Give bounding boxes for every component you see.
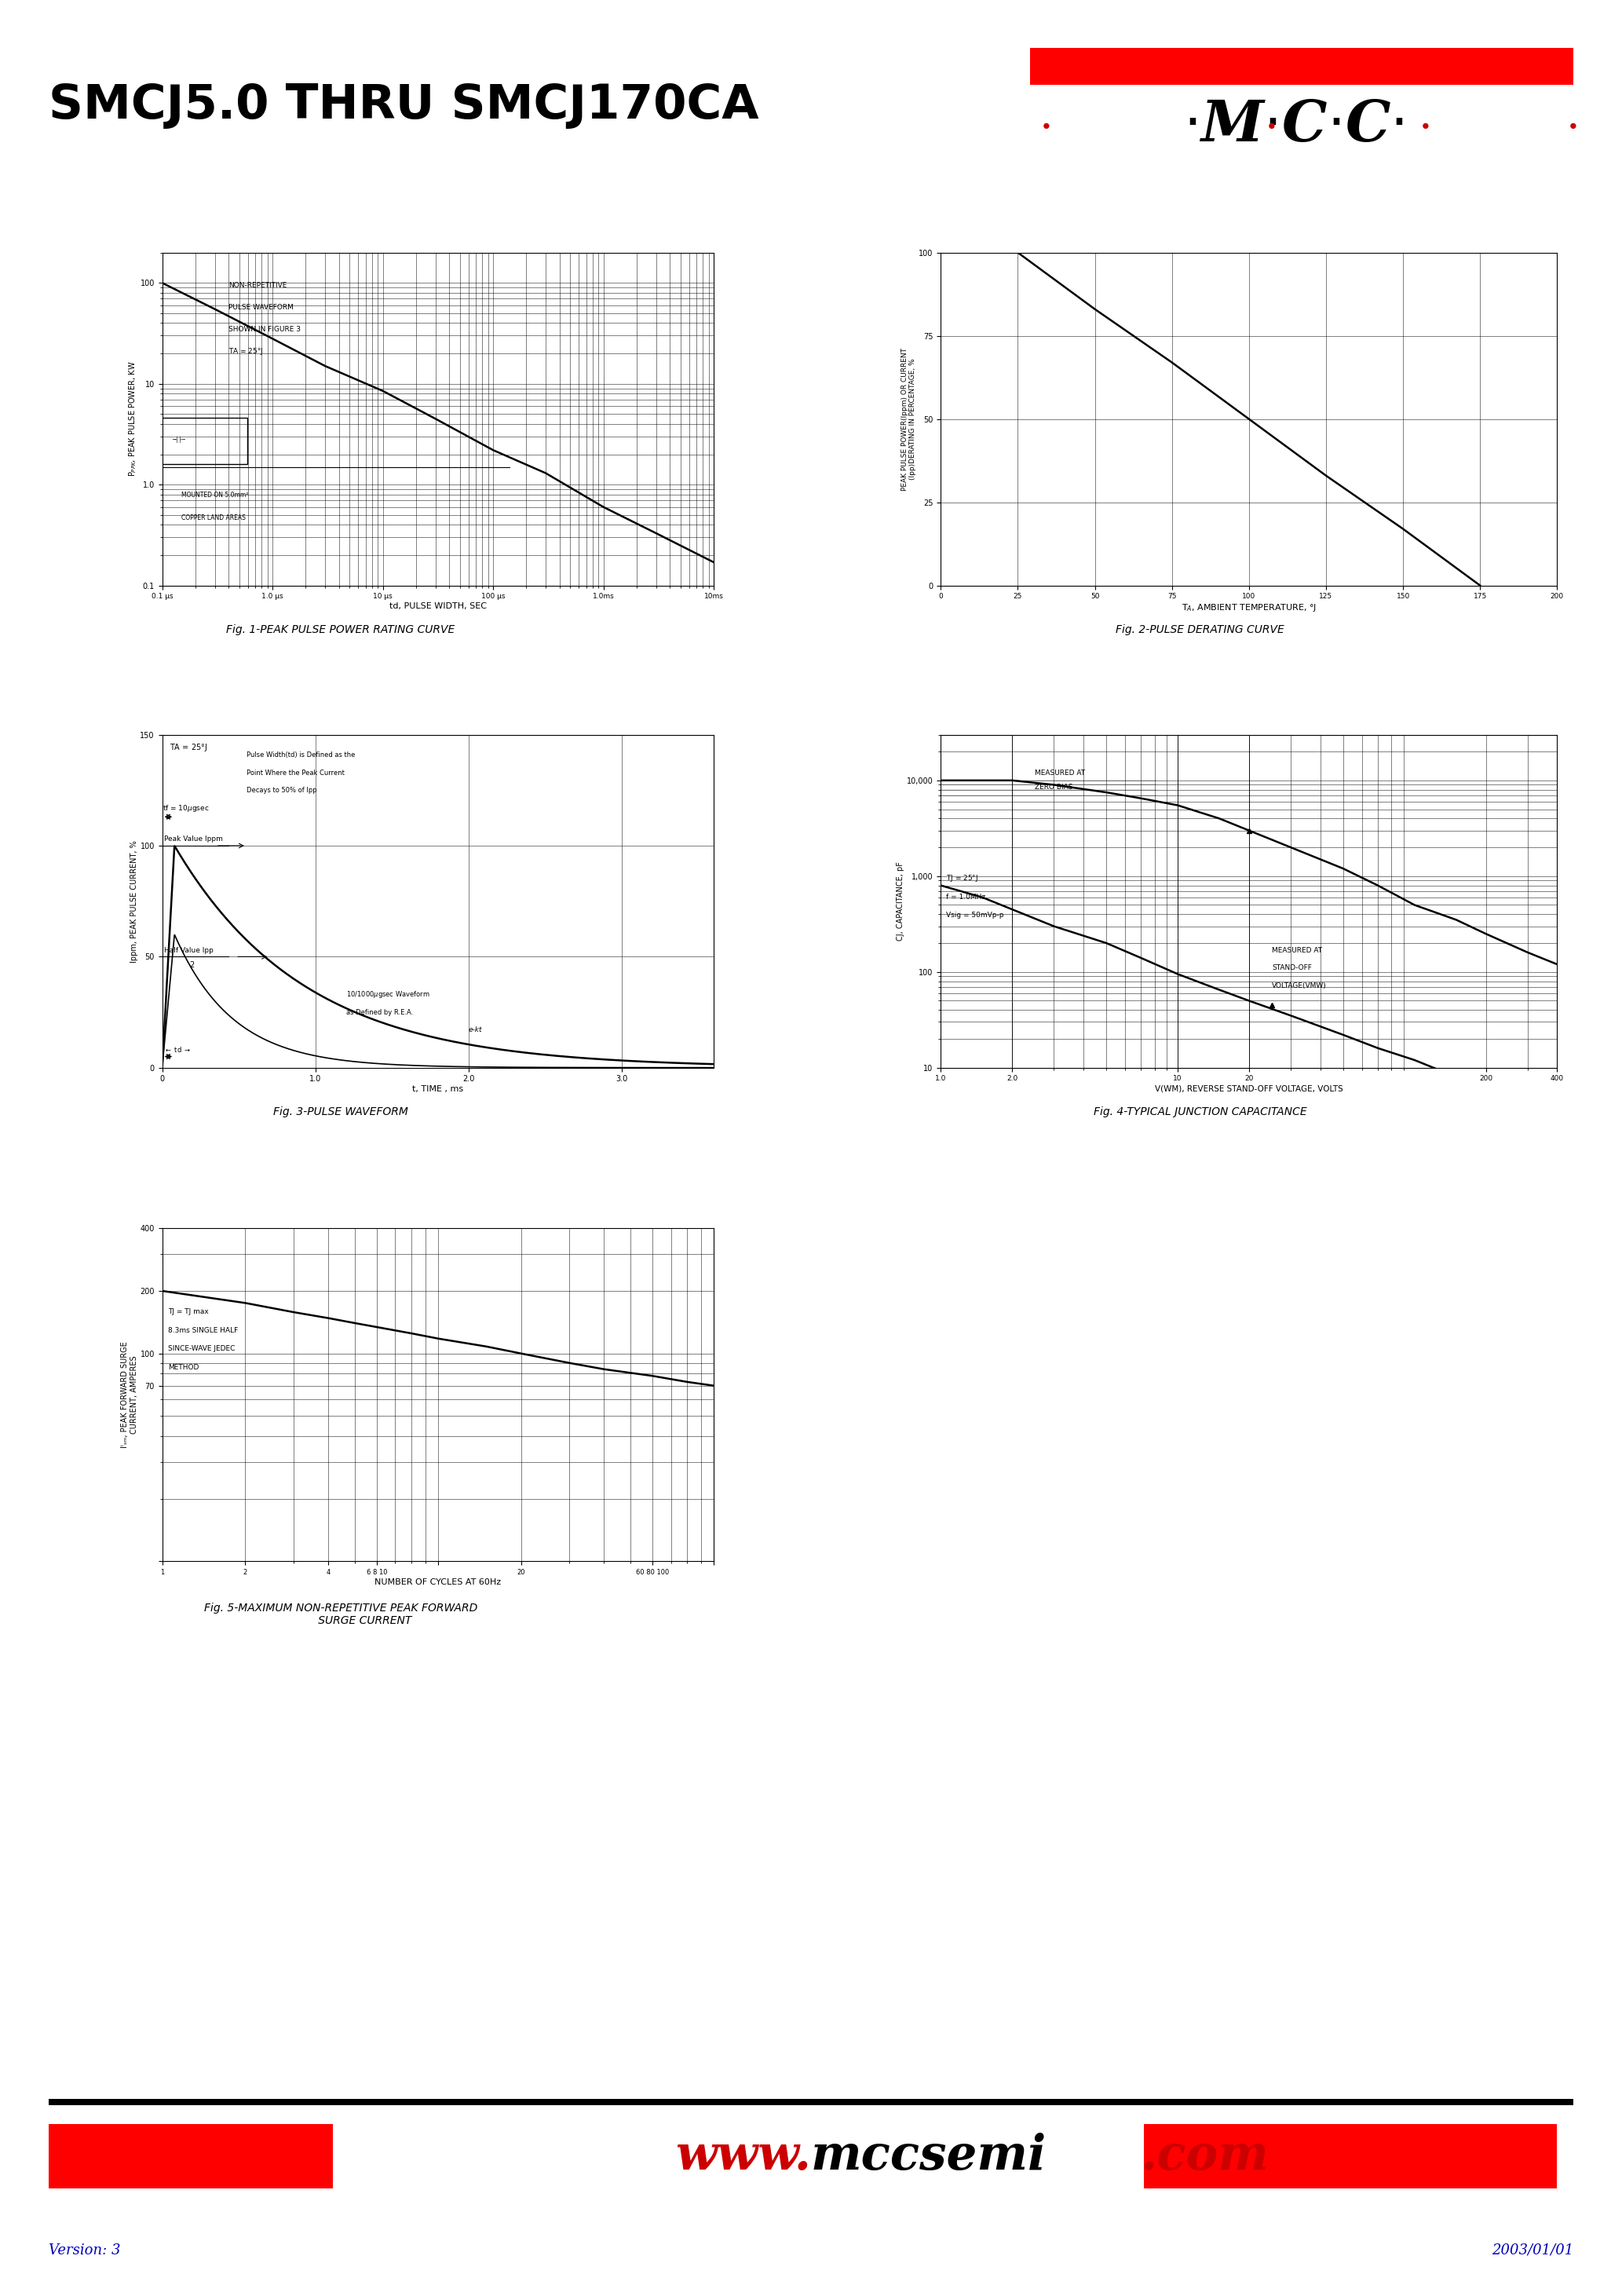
Text: Vsig = 50mVp-p: Vsig = 50mVp-p xyxy=(946,912,1004,918)
Text: Version: 3: Version: 3 xyxy=(49,2243,120,2257)
Text: MEASURED AT: MEASURED AT xyxy=(1272,946,1322,953)
X-axis label: T$_A$, AMBIENT TEMPERATURE, $\degree$J: T$_A$, AMBIENT TEMPERATURE, $\degree$J xyxy=(1181,602,1317,613)
FancyBboxPatch shape xyxy=(157,418,247,464)
Text: 8.3ms SINGLE HALF: 8.3ms SINGLE HALF xyxy=(169,1327,238,1334)
Text: .com: .com xyxy=(1140,2133,1268,2179)
Text: $\bullet$: $\bullet$ xyxy=(1567,115,1577,135)
Text: Pulse Width(td) is Defined as the: Pulse Width(td) is Defined as the xyxy=(247,751,355,758)
Text: Fig. 2-PULSE DERATING CURVE: Fig. 2-PULSE DERATING CURVE xyxy=(1116,625,1285,636)
Text: SINCE-WAVE JEDEC: SINCE-WAVE JEDEC xyxy=(169,1345,235,1352)
X-axis label: t, TIME , ms: t, TIME , ms xyxy=(412,1086,464,1093)
Text: COPPER LAND AREAS: COPPER LAND AREAS xyxy=(182,514,247,521)
Text: 10/1000$\mu$gsec Waveform: 10/1000$\mu$gsec Waveform xyxy=(345,990,430,999)
Text: TA = 25$\degree$J: TA = 25$\degree$J xyxy=(170,742,208,753)
Y-axis label: Ippm, PEAK PULSE CURRENT, %: Ippm, PEAK PULSE CURRENT, % xyxy=(130,840,138,962)
X-axis label: V(WM), REVERSE STAND-OFF VOLTAGE, VOLTS: V(WM), REVERSE STAND-OFF VOLTAGE, VOLTS xyxy=(1155,1084,1343,1093)
Text: Decays to 50% of Ipp: Decays to 50% of Ipp xyxy=(247,788,316,794)
Text: NON-REPETITIVE: NON-REPETITIVE xyxy=(229,282,287,289)
Text: METHOD: METHOD xyxy=(169,1364,200,1371)
X-axis label: NUMBER OF CYCLES AT 60Hz: NUMBER OF CYCLES AT 60Hz xyxy=(375,1577,501,1587)
Text: e-kt: e-kt xyxy=(469,1026,482,1033)
Text: Half Value Ipp: Half Value Ipp xyxy=(164,946,212,953)
Text: SHOWN IN FIGURE 3: SHOWN IN FIGURE 3 xyxy=(229,326,300,333)
Text: Fig. 3-PULSE WAVEFORM: Fig. 3-PULSE WAVEFORM xyxy=(272,1107,409,1118)
Text: $\bullet$: $\bullet$ xyxy=(1419,115,1429,135)
Text: MEASURED AT: MEASURED AT xyxy=(1035,769,1085,776)
Text: PULSE WAVEFORM: PULSE WAVEFORM xyxy=(229,303,294,310)
Text: MOUNTED ON 5.0mm²: MOUNTED ON 5.0mm² xyxy=(182,491,248,498)
Text: $\cdot$M$\cdot$C$\cdot$C$\cdot$: $\cdot$M$\cdot$C$\cdot$C$\cdot$ xyxy=(1182,96,1405,154)
Text: mccsemi: mccsemi xyxy=(811,2133,1046,2179)
Text: ZERO BIAS: ZERO BIAS xyxy=(1035,783,1074,790)
Text: Fig. 4-TYPICAL JUNCTION CAPACITANCE: Fig. 4-TYPICAL JUNCTION CAPACITANCE xyxy=(1093,1107,1307,1118)
Text: ─┤├─: ─┤├─ xyxy=(172,436,185,443)
Text: $\bullet$: $\bullet$ xyxy=(1265,115,1275,135)
Text: Fig. 5-MAXIMUM NON-REPETITIVE PEAK FORWARD
              SURGE CURRENT: Fig. 5-MAXIMUM NON-REPETITIVE PEAK FORWA… xyxy=(204,1603,477,1626)
Text: Fig. 1-PEAK PULSE POWER RATING CURVE: Fig. 1-PEAK PULSE POWER RATING CURVE xyxy=(227,625,454,636)
Text: TA = 25$\degree$J: TA = 25$\degree$J xyxy=(229,347,264,356)
Text: SMCJ5.0 THRU SMCJ170CA: SMCJ5.0 THRU SMCJ170CA xyxy=(49,83,759,129)
Text: VOLTAGE(VMW): VOLTAGE(VMW) xyxy=(1272,983,1327,990)
Text: as Defined by R.E.A.: as Defined by R.E.A. xyxy=(345,1008,414,1015)
X-axis label: td, PULSE WIDTH, SEC: td, PULSE WIDTH, SEC xyxy=(389,602,487,611)
Text: $\bullet$: $\bullet$ xyxy=(1040,115,1049,135)
Text: STAND-OFF: STAND-OFF xyxy=(1272,964,1312,971)
Text: 2003/01/01: 2003/01/01 xyxy=(1492,2243,1573,2257)
Y-axis label: Iⁱₛₘ, PEAK FORWARD SURGE
CURRENT, AMPERES: Iⁱₛₘ, PEAK FORWARD SURGE CURRENT, AMPERE… xyxy=(122,1341,138,1449)
Text: TJ = TJ max: TJ = TJ max xyxy=(169,1309,209,1316)
Y-axis label: PEAK PULSE POWER(Ippm) OR CURRENT
(Ipp)DERATING IN PERCENTAGE, %: PEAK PULSE POWER(Ippm) OR CURRENT (Ipp)D… xyxy=(902,347,916,491)
Text: tf = 10$\mu$gsec: tf = 10$\mu$gsec xyxy=(162,804,209,813)
Text: Point Where the Peak Current: Point Where the Peak Current xyxy=(247,769,344,776)
Text: $\leftarrow$ td $\rightarrow$: $\leftarrow$ td $\rightarrow$ xyxy=(164,1045,191,1054)
Text: www.: www. xyxy=(675,2133,811,2179)
Y-axis label: CJ, CAPACITANCE, pF: CJ, CAPACITANCE, pF xyxy=(897,861,905,941)
Text: TJ = 25$\degree$J: TJ = 25$\degree$J xyxy=(946,872,978,884)
Text: Peak Value Ippm: Peak Value Ippm xyxy=(164,836,222,843)
Y-axis label: P$_{PPK}$, PEAK PULSE POWER, KW: P$_{PPK}$, PEAK PULSE POWER, KW xyxy=(127,360,138,478)
Text: 2: 2 xyxy=(190,962,195,969)
Text: f = 1.0MHz: f = 1.0MHz xyxy=(946,893,985,900)
